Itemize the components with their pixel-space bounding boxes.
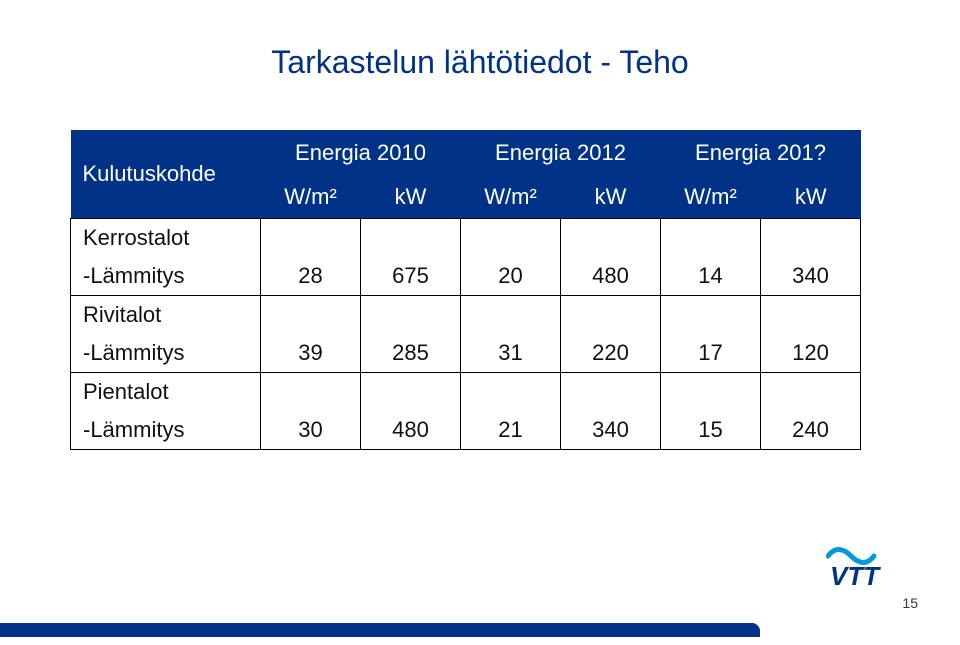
table-row: Kerrostalot	[71, 219, 861, 258]
cell	[361, 219, 461, 258]
cell: 31	[461, 334, 561, 373]
cell: 21	[461, 411, 561, 450]
row-category: Rivitalot	[71, 296, 261, 335]
cell	[461, 296, 561, 335]
unit-2: W/m²	[461, 176, 561, 219]
cell: 28	[261, 257, 361, 296]
cell	[361, 373, 461, 412]
unit-5: kW	[761, 176, 861, 219]
data-table: Kulutuskohde Energia 2010 Energia 2012 E…	[70, 130, 861, 450]
table-header-row: Kulutuskohde Energia 2010 Energia 2012 E…	[71, 130, 861, 176]
slide: Tarkastelun lähtötiedot - Teho Kulutusko…	[0, 0, 960, 645]
cell: 340	[761, 257, 861, 296]
col-header-group-2: Energia 201?	[661, 130, 861, 176]
cell	[261, 373, 361, 412]
cell	[661, 219, 761, 258]
cell	[661, 296, 761, 335]
cell: 480	[561, 257, 661, 296]
cell	[561, 373, 661, 412]
cell	[461, 219, 561, 258]
cell	[761, 296, 861, 335]
cell	[361, 296, 461, 335]
row-sub: -Lämmitys	[71, 411, 261, 450]
cell: 30	[261, 411, 361, 450]
table-row: Pientalot	[71, 373, 861, 412]
table-row: -Lämmitys 30 480 21 340 15 240	[71, 411, 861, 450]
cell: 220	[561, 334, 661, 373]
footer-bar	[0, 623, 760, 637]
svg-text:VTT: VTT	[830, 561, 881, 591]
cell: 39	[261, 334, 361, 373]
cell: 20	[461, 257, 561, 296]
unit-0: W/m²	[261, 176, 361, 219]
cell	[661, 373, 761, 412]
cell: 480	[361, 411, 461, 450]
cell	[761, 373, 861, 412]
col-header-group-0: Energia 2010	[261, 130, 461, 176]
unit-3: kW	[561, 176, 661, 219]
cell: 15	[661, 411, 761, 450]
cell: 17	[661, 334, 761, 373]
unit-1: kW	[361, 176, 461, 219]
vtt-logo: VTT	[826, 541, 926, 591]
slide-title: Tarkastelun lähtötiedot - Teho	[0, 44, 960, 81]
table-row: -Lämmitys 28 675 20 480 14 340	[71, 257, 861, 296]
table: Kulutuskohde Energia 2010 Energia 2012 E…	[70, 130, 861, 450]
col-header-kulutuskohde: Kulutuskohde	[71, 130, 261, 219]
cell: 120	[761, 334, 861, 373]
cell	[261, 296, 361, 335]
unit-4: W/m²	[661, 176, 761, 219]
row-sub: -Lämmitys	[71, 334, 261, 373]
row-category: Pientalot	[71, 373, 261, 412]
cell	[261, 219, 361, 258]
cell	[461, 373, 561, 412]
row-category: Kerrostalot	[71, 219, 261, 258]
cell: 340	[561, 411, 661, 450]
cell	[561, 296, 661, 335]
vtt-logo-icon: VTT	[826, 541, 926, 591]
cell: 285	[361, 334, 461, 373]
table-row: Rivitalot	[71, 296, 861, 335]
table-row: -Lämmitys 39 285 31 220 17 120	[71, 334, 861, 373]
page-number: 15	[902, 595, 918, 611]
cell	[761, 219, 861, 258]
row-sub: -Lämmitys	[71, 257, 261, 296]
cell	[561, 219, 661, 258]
cell: 675	[361, 257, 461, 296]
cell: 14	[661, 257, 761, 296]
cell: 240	[761, 411, 861, 450]
table-body: Kerrostalot -Lämmitys 28 675 20 480 14 3…	[71, 219, 861, 450]
col-header-group-1: Energia 2012	[461, 130, 661, 176]
